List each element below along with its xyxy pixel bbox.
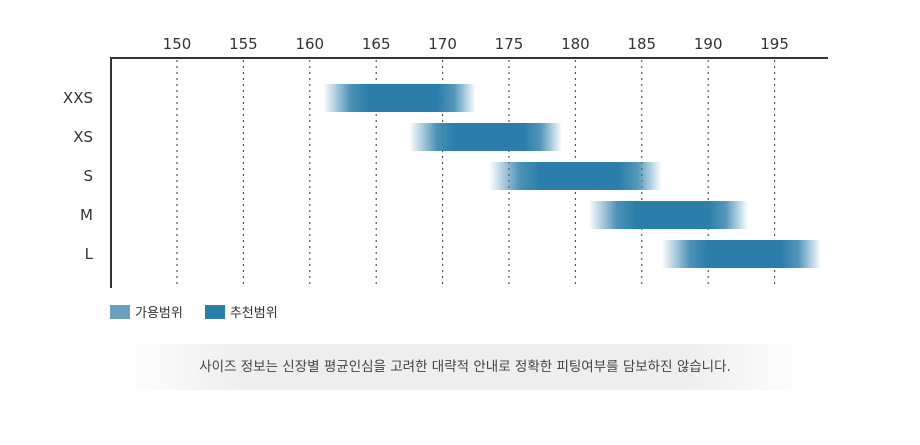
legend: 가용범위 추천범위 [110, 302, 300, 321]
x-tick-label: 195 [760, 35, 789, 53]
range-bar-xs [409, 123, 563, 151]
size-label-xs: XS [73, 128, 93, 146]
size-disclaimer: 사이즈 정보는 신장별 평균인심을 고려한 대략적 안내로 정확한 피팅여부를 … [120, 344, 810, 390]
x-tick-label: 190 [694, 35, 723, 53]
legend-swatch-recommended [204, 304, 225, 319]
legend-item-available: 가용범위 [110, 302, 183, 321]
range-bar-xxs [323, 84, 476, 112]
range-bar-l [661, 240, 822, 268]
x-tick-label: 160 [295, 35, 324, 53]
size-range-chart: 150 155 160 165 170 175 180 185 190 195 XXS XS S M L [63, 35, 828, 288]
size-labels: XXS XS S M L [63, 89, 94, 263]
x-tick-label: 155 [229, 35, 258, 53]
size-label-m: M [80, 206, 93, 224]
x-tick-label: 165 [362, 35, 391, 53]
legend-label-recommended: 추천범위 [229, 306, 278, 321]
legend-swatch-available [110, 304, 130, 319]
x-tick-label: 175 [495, 35, 524, 53]
x-tick-labels: 150 155 160 165 170 175 180 185 190 195 [163, 35, 789, 53]
x-tick-label: 150 [163, 35, 192, 53]
range-bar-s [489, 162, 662, 190]
legend-label-available: 가용범위 [135, 306, 183, 321]
size-label-l: L [85, 245, 94, 263]
legend-item-recommended: 추천범위 [204, 302, 278, 321]
x-tick-label: 180 [561, 35, 590, 53]
x-tick-label: 185 [627, 35, 656, 53]
x-tick-label: 170 [428, 35, 457, 53]
range-bars [323, 84, 822, 268]
size-label-xxs: XXS [63, 89, 93, 107]
size-label-s: S [83, 167, 93, 185]
range-bar-m [588, 201, 749, 229]
